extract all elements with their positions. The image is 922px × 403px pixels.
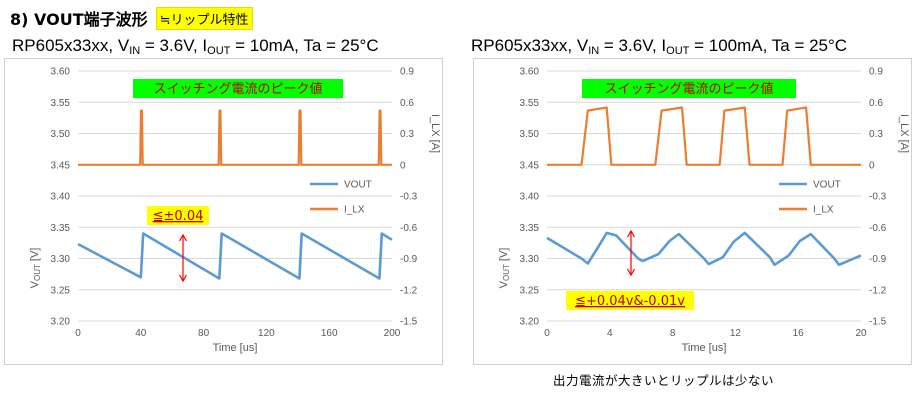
ripple-annotation-bg bbox=[566, 291, 694, 310]
cond-right-device: RP605x33xx, V bbox=[471, 36, 589, 55]
peak-annotation-bg bbox=[133, 79, 343, 98]
peak-annotation: スイッチング電流のピーク値 bbox=[153, 81, 322, 97]
x-tick-label: 16 bbox=[793, 328, 805, 339]
y-tick-label: 3.60 bbox=[520, 67, 540, 78]
cond-right-iout-val: = 100mA, Ta = 25°C bbox=[689, 36, 848, 55]
y-axis-title: VOUT [V] bbox=[29, 248, 42, 289]
series-line-vout bbox=[546, 231, 862, 267]
chart-10ma: 3.20 3.25 3.30 3.35 3.40 3.45 3.50 3.55 3.60 -1.5… bbox=[29, 67, 441, 355]
x-tick-label: 40 bbox=[135, 328, 147, 339]
y-tick-label: 3.50 bbox=[520, 129, 540, 140]
ripple-annotation: ≦+0.04v&-0.01v bbox=[575, 294, 685, 309]
x-tick-label: 8 bbox=[670, 328, 676, 339]
ripple-tag: ≒リップル特性 bbox=[155, 6, 253, 30]
y-tick-label: 3.20 bbox=[51, 317, 71, 328]
series-line-vout bbox=[77, 232, 393, 280]
y2-tick-label: -0.6 bbox=[400, 223, 418, 234]
ripple-arrow-head-bottom bbox=[626, 268, 636, 277]
cond-left-device: RP605x33xx, V bbox=[12, 36, 130, 55]
y2-tick-label: -0.9 bbox=[869, 254, 887, 265]
cond-right-vin-val: = 3.6V, I bbox=[599, 36, 667, 55]
y-tick-label: 3.35 bbox=[520, 223, 540, 234]
x-tick-label: 12 bbox=[730, 328, 742, 339]
y-tick-label: 3.20 bbox=[520, 317, 540, 328]
y2-tick-label: 0.9 bbox=[869, 67, 883, 78]
cond-right-vin-sub: IN bbox=[588, 45, 600, 57]
page-heading: 8) VOUT端子波形 ≒リップル特性 bbox=[10, 6, 253, 30]
y2-tick-label: -1.5 bbox=[400, 317, 418, 328]
legend-label: VOUT bbox=[344, 180, 372, 191]
cond-right-iout-sub: OUT bbox=[666, 45, 690, 57]
ripple-arrow-head-top bbox=[626, 229, 636, 238]
y2-tick-label: -1.2 bbox=[400, 285, 418, 296]
ripple-annotation: ≦±0.04 bbox=[153, 209, 204, 224]
section-title: 8) VOUT端子波形 bbox=[10, 10, 148, 29]
ripple-annotation-bg bbox=[147, 206, 209, 225]
caption: 出力電流が大きいとリップルは少ない bbox=[553, 373, 775, 388]
peak-annotation-bg bbox=[582, 79, 796, 98]
ripple-arrow-head-top bbox=[178, 233, 188, 242]
y-tick-label: 3.25 bbox=[520, 285, 540, 296]
y-tick-label: 3.45 bbox=[520, 160, 540, 171]
peak-annotation: スイッチング電流のピーク値 bbox=[604, 81, 773, 97]
y-tick-label: 3.25 bbox=[51, 285, 71, 296]
y-axis-title: VOUT [V] bbox=[498, 248, 511, 289]
condition-right: RP605x33xx, VIN = 3.6V, IOUT = 100mA, Ta… bbox=[471, 36, 847, 57]
y-tick-label: 3.60 bbox=[51, 67, 71, 78]
y-tick-label: 3.30 bbox=[520, 254, 540, 265]
y-tick-label: 3.50 bbox=[51, 129, 71, 140]
x-tick-label: 0 bbox=[544, 328, 550, 339]
cond-left-iout-val: = 10mA, Ta = 25°C bbox=[230, 36, 379, 55]
legend-label: I_LX bbox=[813, 205, 834, 216]
y2-tick-label: 0.6 bbox=[400, 98, 414, 109]
legend-label: VOUT bbox=[813, 180, 841, 191]
y2-tick-label: -0.3 bbox=[869, 192, 887, 203]
y-tick-label: 3.35 bbox=[51, 223, 71, 234]
y2-axis-title: I_LX [A] bbox=[898, 114, 910, 153]
y-tick-label: 3.45 bbox=[51, 160, 71, 171]
y2-tick-label: 0.9 bbox=[400, 67, 414, 78]
y-tick-label: 3.30 bbox=[51, 254, 71, 265]
x-axis-title: Time [us] bbox=[213, 342, 258, 354]
x-tick-label: 160 bbox=[321, 328, 338, 339]
series-line-i_lx bbox=[78, 109, 392, 166]
series-line-i_lx bbox=[547, 106, 861, 166]
cond-left-iout-sub: OUT bbox=[207, 45, 231, 57]
chart-panel-10ma: 3.20 3.25 3.30 3.35 3.40 3.45 3.50 3.55 3.60 -1.5… bbox=[4, 58, 443, 365]
y-tick-label: 3.40 bbox=[51, 192, 71, 203]
y2-tick-label: 0.3 bbox=[869, 129, 883, 140]
y2-tick-label: 0.6 bbox=[869, 98, 883, 109]
x-tick-label: 120 bbox=[258, 328, 275, 339]
y2-tick-label: -0.3 bbox=[400, 192, 418, 203]
y2-tick-label: -0.9 bbox=[400, 254, 418, 265]
x-tick-label: 200 bbox=[384, 328, 401, 339]
x-tick-label: 20 bbox=[855, 328, 867, 339]
y2-tick-label: -1.5 bbox=[869, 317, 887, 328]
y2-axis-title: I_LX [A] bbox=[429, 114, 441, 153]
chart-100ma: 3.20 3.25 3.30 3.35 3.40 3.45 3.50 3.55 3.60 -1.5… bbox=[498, 67, 910, 355]
cond-left-vin-val: = 3.6V, I bbox=[140, 36, 208, 55]
condition-left: RP605x33xx, VIN = 3.6V, IOUT = 10mA, Ta … bbox=[12, 36, 379, 57]
legend-label: I_LX bbox=[344, 205, 365, 216]
chart-panel-100ma: 3.20 3.25 3.30 3.35 3.40 3.45 3.50 3.55 3.60 -1.5… bbox=[473, 58, 912, 365]
cond-left-vin-sub: IN bbox=[129, 45, 141, 57]
y-tick-label: 3.55 bbox=[51, 98, 71, 109]
x-tick-label: 4 bbox=[607, 328, 613, 339]
y-tick-label: 3.55 bbox=[520, 98, 540, 109]
y2-tick-label: -0.6 bbox=[869, 223, 887, 234]
y2-tick-label: -1.2 bbox=[869, 285, 887, 296]
x-axis-title: Time [us] bbox=[682, 342, 727, 354]
x-tick-label: 0 bbox=[75, 328, 81, 339]
y2-tick-label: 0 bbox=[400, 160, 406, 171]
x-tick-label: 80 bbox=[198, 328, 210, 339]
ripple-arrow-head-bottom bbox=[178, 274, 188, 283]
y2-tick-label: 0.3 bbox=[400, 129, 414, 140]
y2-tick-label: 0 bbox=[869, 160, 875, 171]
y-tick-label: 3.40 bbox=[520, 192, 540, 203]
